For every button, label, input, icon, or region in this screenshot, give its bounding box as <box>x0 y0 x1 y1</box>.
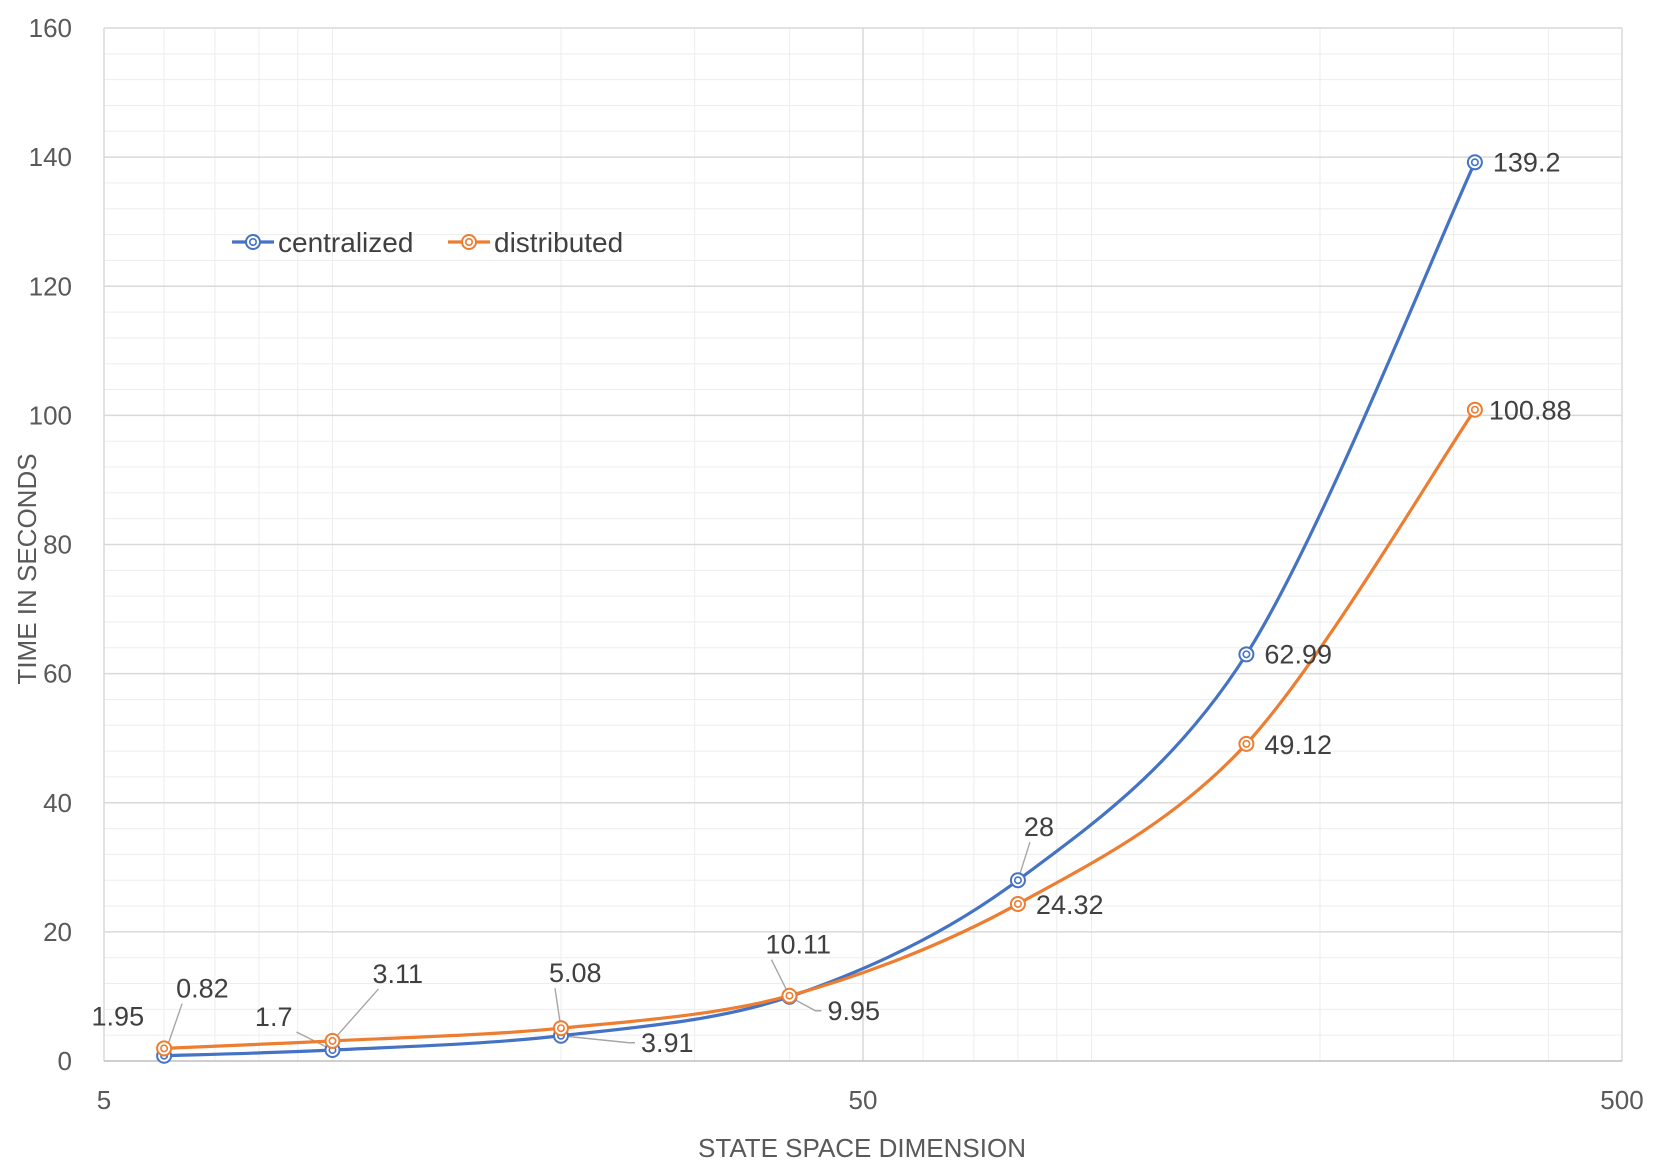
series-lines <box>164 161 1477 1058</box>
x-tick-label: 500 <box>1600 1085 1643 1115</box>
data-point-inner <box>1242 650 1251 659</box>
data-point <box>1238 646 1255 663</box>
data-point-inner <box>160 1044 169 1053</box>
data-point-inner <box>328 1036 337 1045</box>
y-tick-label: 40 <box>43 788 72 818</box>
legend-swatch-marker <box>461 234 477 250</box>
legend-swatch-marker-inner <box>464 238 473 247</box>
x-tick-label: 5 <box>97 1085 111 1115</box>
y-axis-ticks: 0 20 40 60 80 100 120 140 160 <box>29 13 72 1076</box>
data-point-inner <box>1470 158 1479 167</box>
data-point-inner <box>1013 899 1022 908</box>
y-tick-label: 160 <box>29 13 72 43</box>
data-label: 49.12 <box>1264 730 1332 760</box>
data-label: 62.99 <box>1264 639 1332 669</box>
data-label: 24.32 <box>1036 890 1104 920</box>
y-tick-label: 60 <box>43 659 72 689</box>
y-tick-label: 100 <box>29 400 72 430</box>
leader-line <box>560 1035 635 1044</box>
data-point <box>324 1032 341 1049</box>
data-point <box>1238 735 1255 752</box>
data-label: 100.88 <box>1489 396 1572 426</box>
data-point <box>1009 872 1026 889</box>
data-label: 1.7 <box>255 1002 293 1032</box>
data-point <box>552 1020 569 1037</box>
grid <box>103 27 1623 1062</box>
data-point-inner <box>785 991 794 1000</box>
data-label: 5.08 <box>549 958 602 988</box>
data-point-inner <box>556 1024 565 1033</box>
data-label: 1.95 <box>92 1001 145 1031</box>
data-label: 3.91 <box>641 1028 694 1058</box>
y-axis-title: TIME IN SECONDS <box>12 453 42 684</box>
x-axis-title: STATE SPACE DIMENSION <box>698 1133 1026 1163</box>
series-line-distributed <box>164 408 1477 1051</box>
data-point <box>1466 154 1483 171</box>
series-line-centralized <box>164 161 1477 1058</box>
data-label: 28 <box>1024 812 1054 842</box>
series-points <box>156 154 1483 1064</box>
data-label: 0.82 <box>176 974 229 1004</box>
y-tick-label: 0 <box>58 1046 72 1076</box>
leader-line <box>331 988 380 1042</box>
data-point <box>156 1040 173 1057</box>
legend-label-centralized: centralized <box>278 227 413 258</box>
y-tick-label: 80 <box>43 530 72 560</box>
leader-line <box>789 996 822 1012</box>
data-label: 139.2 <box>1493 147 1561 177</box>
x-axis-ticks: 5 50 500 <box>97 1085 1644 1115</box>
y-tick-label: 20 <box>43 917 72 947</box>
y-tick-label: 120 <box>29 271 72 301</box>
data-label: 10.11 <box>765 930 831 960</box>
legend-label-distributed: distributed <box>494 227 623 258</box>
data-label: 9.95 <box>827 996 880 1026</box>
y-tick-label: 140 <box>29 142 72 172</box>
data-point-inner <box>1242 739 1251 748</box>
data-point <box>1009 895 1026 912</box>
data-point <box>781 987 798 1004</box>
data-point <box>1466 401 1483 418</box>
data-point-inner <box>1470 405 1479 414</box>
legend-swatch-marker <box>245 234 261 250</box>
data-labels: 0.82 1.7 3.91 9.95 28 62.99 139.2 1.95 3.11 5.08 1… <box>92 147 1572 1057</box>
data-label: 3.11 <box>372 959 423 989</box>
legend: centralized distributed <box>232 227 623 258</box>
x-tick-label: 50 <box>849 1085 878 1115</box>
legend-swatch-marker-inner <box>249 238 258 247</box>
data-point-inner <box>1013 876 1022 885</box>
